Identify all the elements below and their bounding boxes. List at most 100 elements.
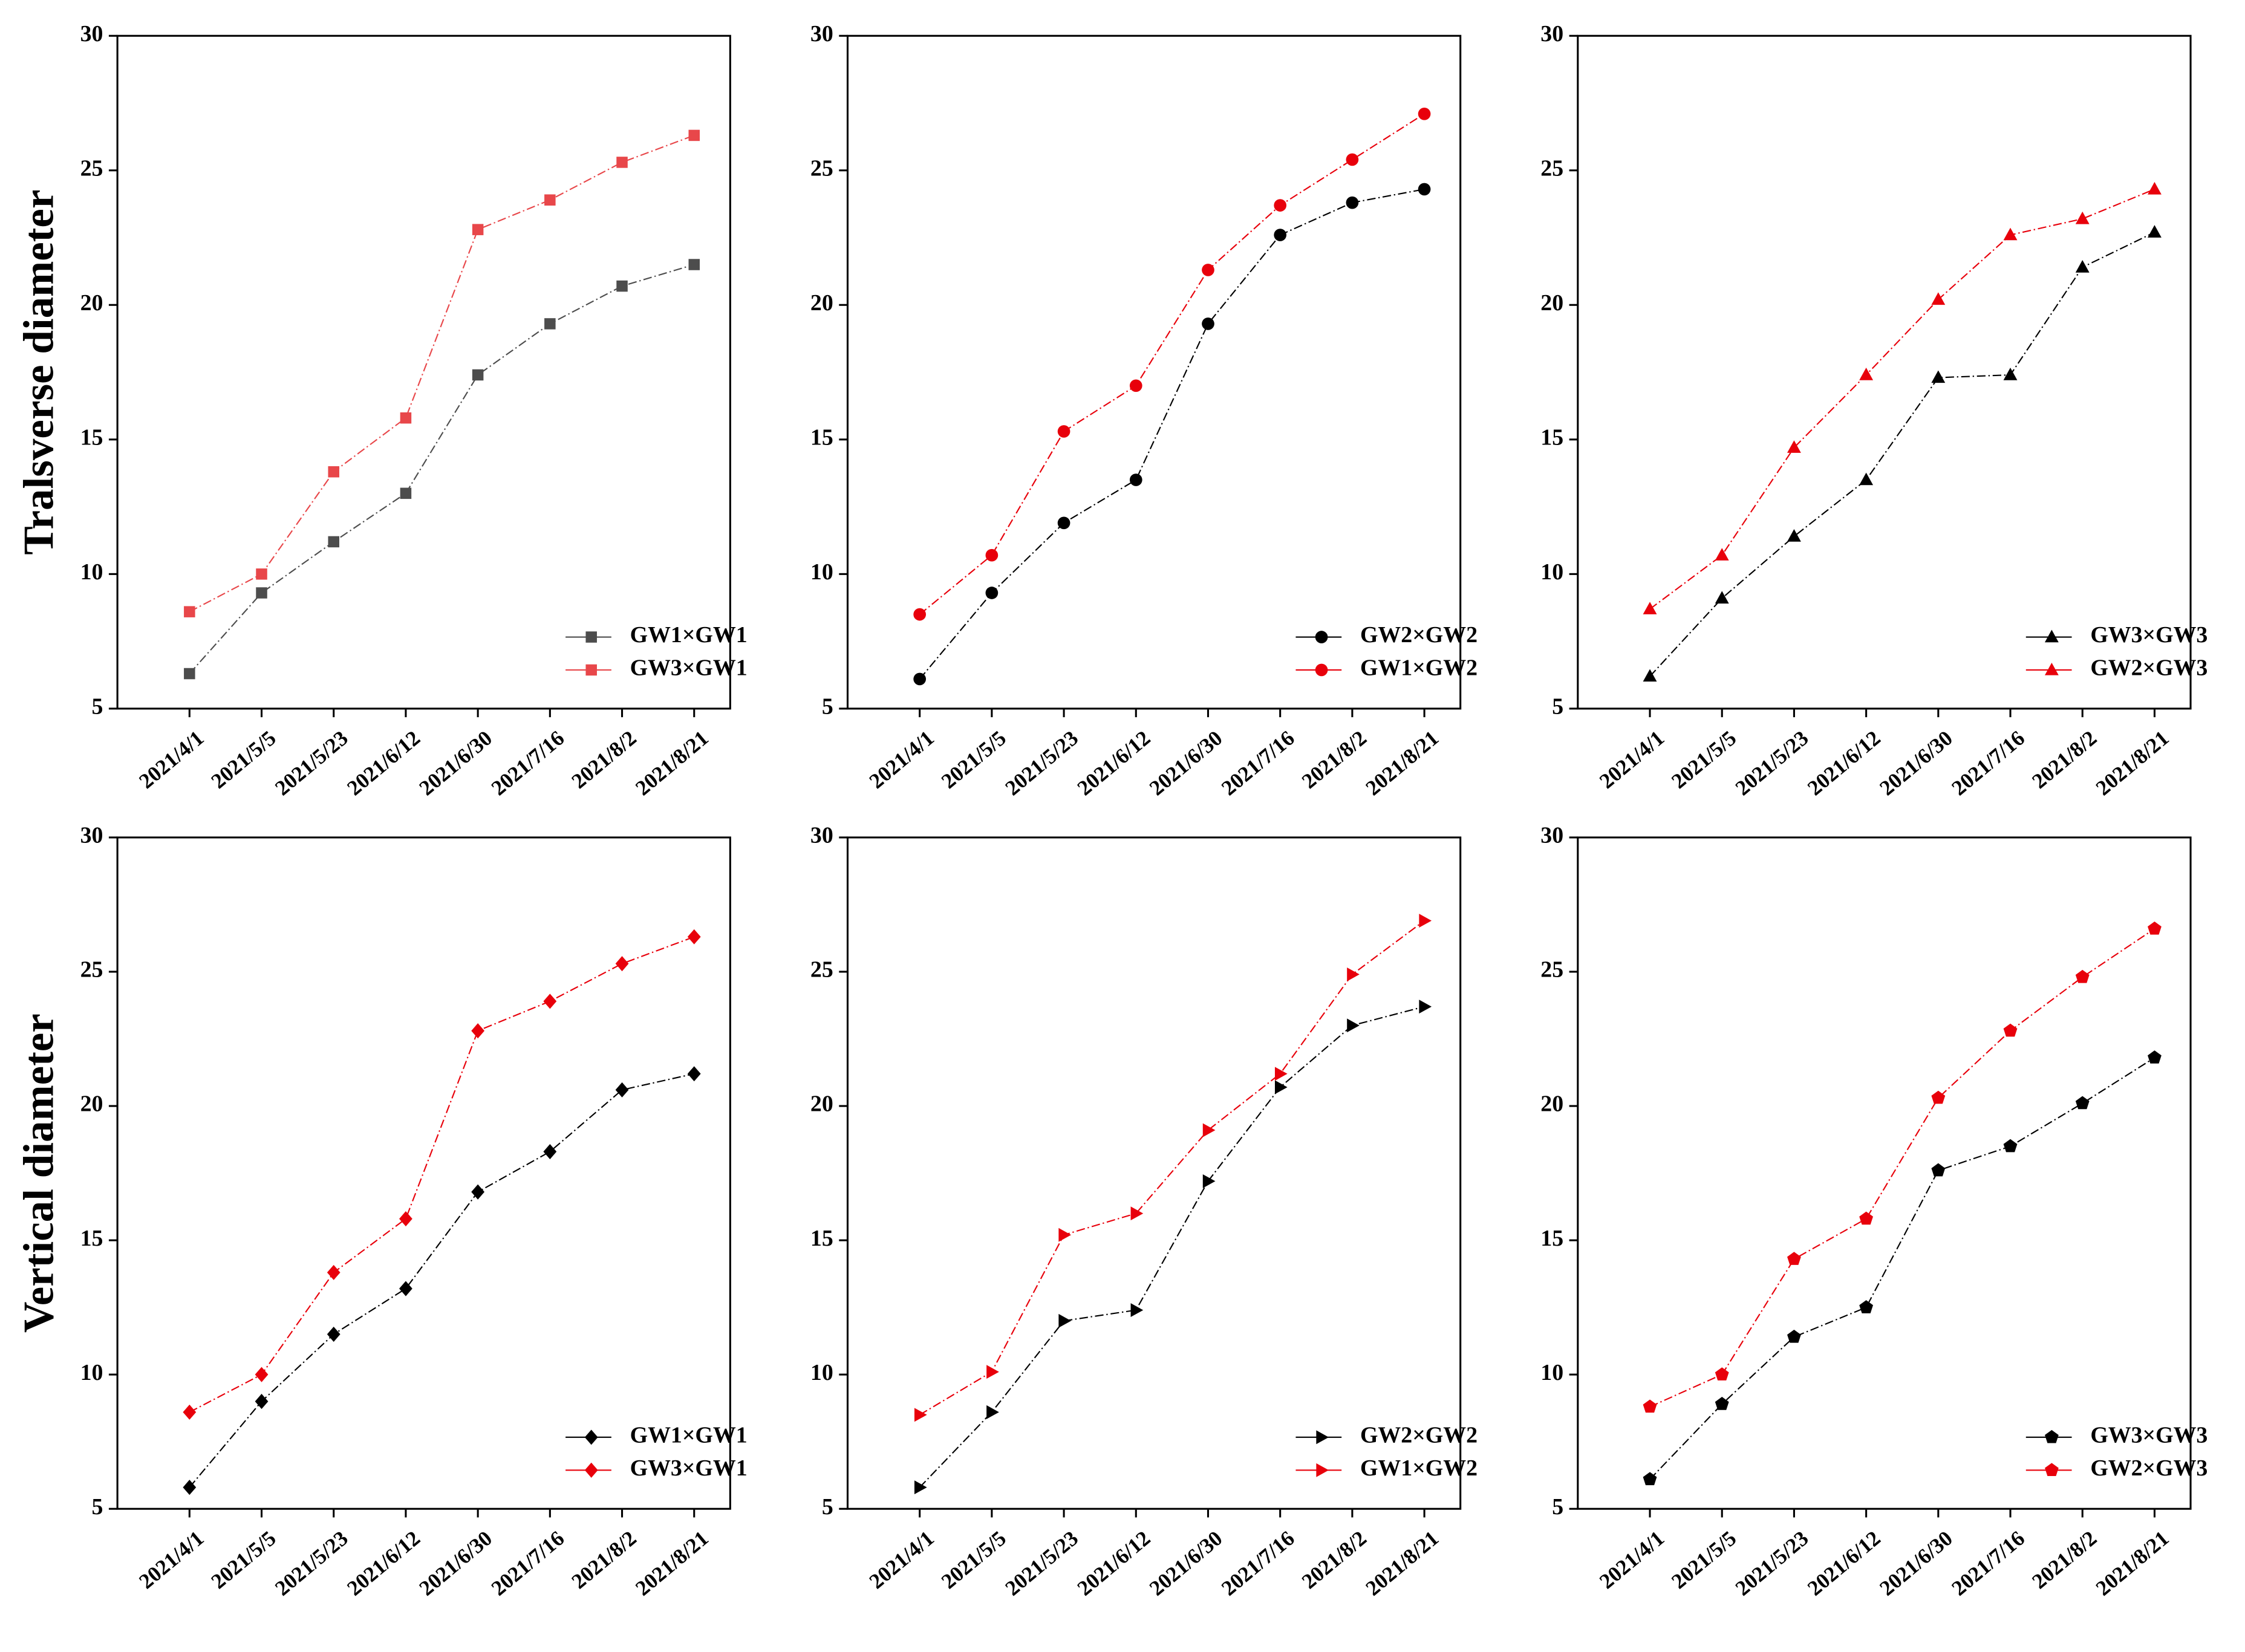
y-tick-label: 15 (1540, 425, 1563, 450)
data-point (1419, 914, 1432, 928)
x-tick-label: 2021/8/2 (567, 726, 640, 793)
x-tick-label: 2021/5/5 (1667, 726, 1741, 793)
plot-frame (846, 34, 1462, 710)
data-point (1787, 1252, 1801, 1265)
y-tick-label: 20 (80, 1091, 103, 1117)
y-tick-label: 20 (1540, 1091, 1563, 1117)
data-point (688, 259, 700, 270)
data-point (1418, 183, 1431, 196)
plot-frame (1577, 836, 2192, 1510)
y-tick-label: 15 (810, 425, 833, 450)
data-point (1129, 473, 1142, 486)
data-point (985, 548, 999, 562)
data-point (328, 536, 339, 548)
legend-marker (585, 664, 597, 676)
data-point (1130, 1206, 1144, 1221)
data-point (1931, 370, 1946, 383)
data-point (1274, 199, 1287, 212)
y-tick-label: 10 (810, 1360, 833, 1385)
x-tick-label: 2021/7/16 (1217, 1526, 1299, 1600)
data-point (1202, 1123, 1216, 1137)
data-point (1715, 591, 1729, 604)
y-tick-label: 10 (1540, 1360, 1563, 1385)
data-point (615, 956, 629, 972)
data-point (400, 487, 412, 499)
data-point (1274, 1080, 1288, 1094)
legend-marker (2044, 629, 2059, 643)
data-point (256, 587, 267, 599)
data-point (1419, 1000, 1432, 1014)
plot-frame (1577, 34, 2192, 710)
x-tick-label: 2021/8/21 (1361, 726, 1443, 800)
data-point (1274, 1067, 1288, 1081)
x-tick-label: 2021/7/16 (1947, 1526, 2029, 1600)
data-point (986, 1365, 999, 1379)
y-axis-label: Vertical diameter (15, 1013, 62, 1333)
x-tick-label: 2021/8/21 (1361, 1526, 1443, 1600)
x-tick-label: 2021/6/30 (1875, 1526, 1957, 1600)
y-tick-label: 15 (80, 425, 103, 450)
data-point (1859, 1211, 1874, 1225)
y-tick-label: 25 (80, 957, 103, 983)
subplot: 510152025302021/4/12021/5/52021/5/232021… (15, 823, 747, 1601)
data-point (2003, 1139, 2018, 1153)
data-point (688, 129, 700, 141)
data-point (1346, 153, 1359, 166)
data-point (544, 194, 556, 206)
x-tick-label: 2021/4/1 (134, 1526, 208, 1593)
x-tick-label: 2021/6/12 (342, 726, 425, 800)
x-tick-label: 2021/8/2 (2027, 726, 2101, 793)
series-line (919, 920, 1425, 1416)
subplot: 510152025302021/4/12021/5/52021/5/232021… (810, 21, 1478, 800)
data-point (913, 608, 927, 621)
x-tick-label: 2021/6/30 (1145, 726, 1227, 800)
legend-label: GW1×GW1 (630, 1423, 748, 1448)
data-point (2003, 227, 2018, 241)
x-tick-label: 2021/5/23 (270, 726, 353, 800)
x-tick-label: 2021/8/2 (567, 1526, 640, 1593)
plot-frame (846, 836, 1462, 1510)
data-point (1057, 425, 1070, 438)
y-tick-label: 25 (80, 155, 103, 181)
data-point (985, 587, 999, 599)
data-point (1715, 1367, 1729, 1380)
data-point (914, 1480, 927, 1495)
legend-label: GW3×GW1 (630, 655, 748, 681)
data-point (184, 668, 195, 680)
x-tick-label: 2021/4/1 (1595, 1526, 1669, 1593)
x-tick-label: 2021/5/5 (206, 726, 280, 793)
data-point (1931, 292, 1946, 305)
data-point (913, 672, 927, 686)
data-point (2003, 1023, 2018, 1037)
data-point (1058, 1313, 1072, 1328)
legend-marker (1316, 1463, 1329, 1477)
data-point (687, 929, 701, 945)
y-tick-label: 30 (80, 21, 103, 47)
data-point (1715, 1397, 1729, 1410)
x-tick-label: 2021/7/16 (486, 726, 569, 800)
data-point (327, 1264, 340, 1280)
legend-label: GW2×GW2 (1360, 1423, 1478, 1448)
legend-marker (585, 631, 597, 643)
data-point (543, 1144, 557, 1160)
y-tick-label: 10 (80, 559, 103, 585)
data-point (255, 1394, 269, 1410)
series-line (1649, 928, 2155, 1408)
x-tick-label: 2021/5/23 (1000, 1526, 1083, 1600)
data-point (1643, 669, 1657, 682)
data-point (687, 1066, 701, 1082)
legend-label: GW1×GW1 (630, 622, 748, 648)
subplot: 510152025302021/4/12021/5/52021/5/232021… (810, 823, 1478, 1601)
y-tick-label: 15 (810, 1226, 833, 1251)
legend-marker (584, 1462, 598, 1478)
legend-label: GW2×GW3 (2090, 1455, 2208, 1481)
x-tick-label: 2021/6/30 (1145, 1526, 1227, 1600)
y-tick-label: 10 (810, 559, 833, 585)
y-tick-label: 20 (810, 290, 833, 316)
y-tick-label: 5 (92, 694, 103, 720)
data-point (1787, 529, 1801, 542)
data-point (2148, 181, 2162, 195)
data-point (2148, 1050, 2162, 1064)
